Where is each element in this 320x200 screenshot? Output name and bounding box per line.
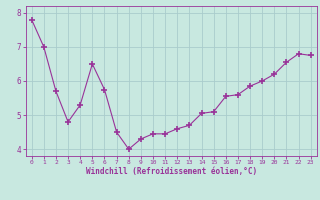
X-axis label: Windchill (Refroidissement éolien,°C): Windchill (Refroidissement éolien,°C) — [86, 167, 257, 176]
